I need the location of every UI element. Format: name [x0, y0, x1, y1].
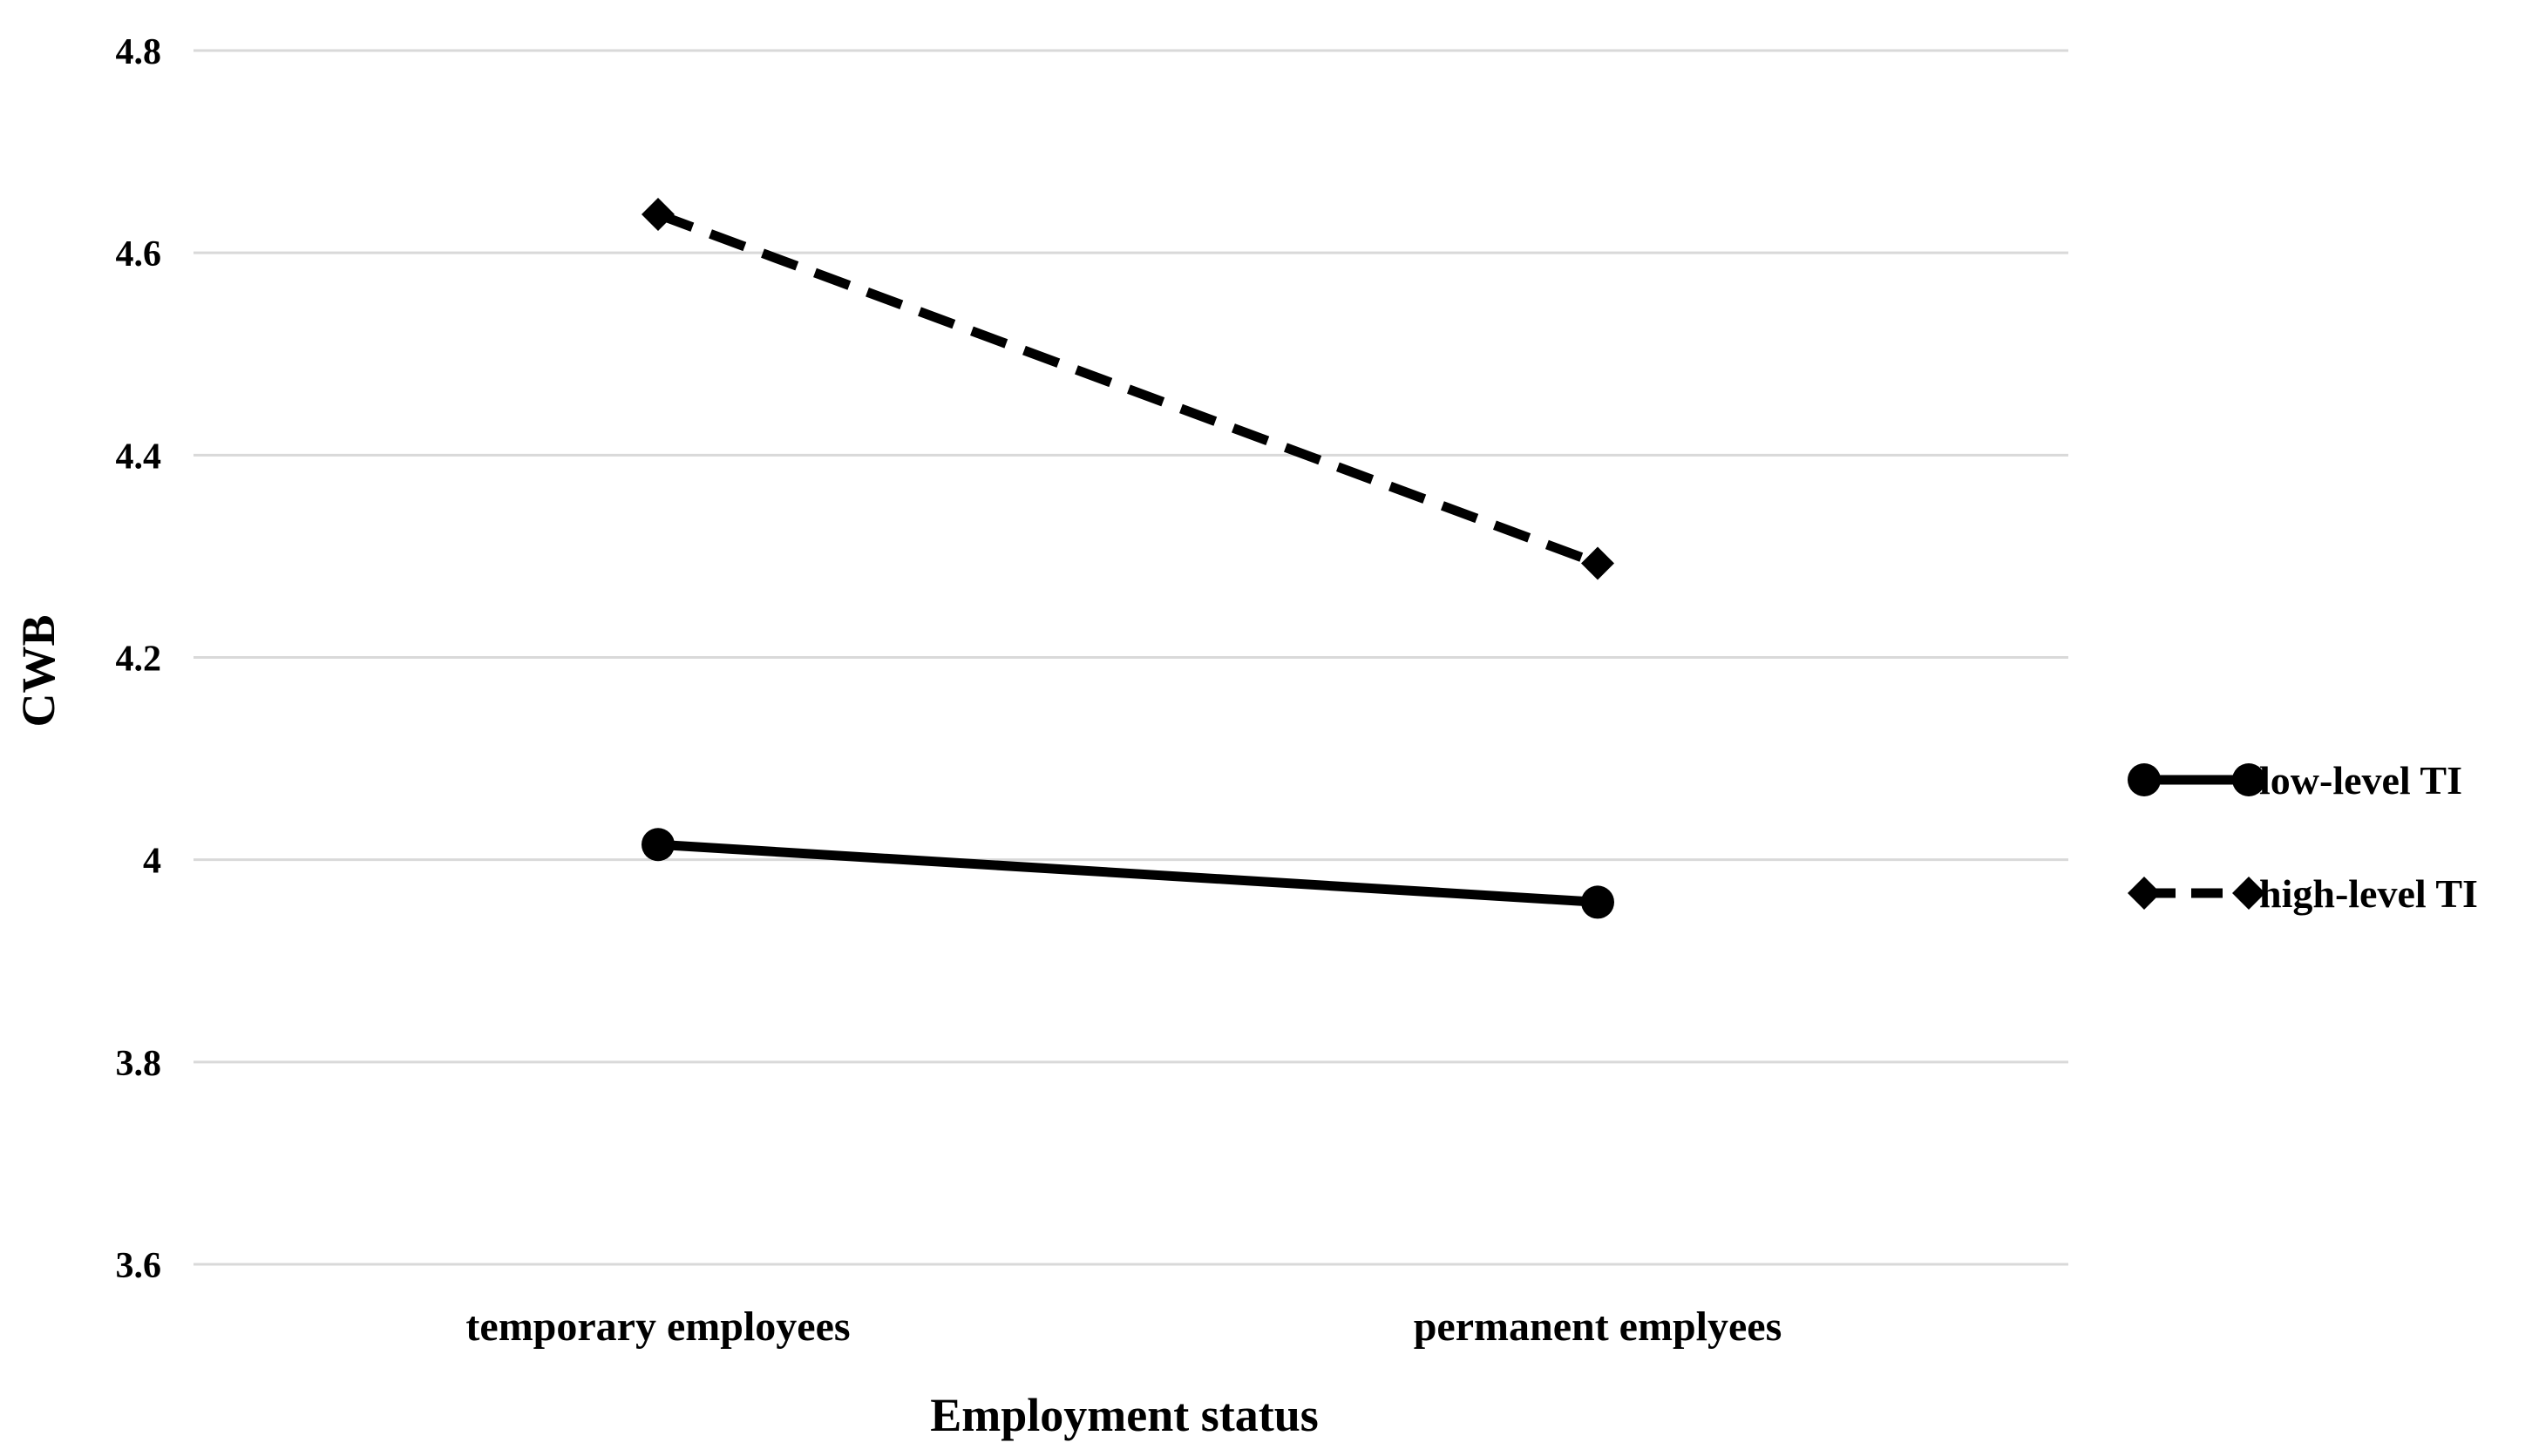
legend-label: low-level TI: [2259, 758, 2462, 802]
data-point-circle: [1581, 885, 1614, 919]
series-low-level-ti: [642, 828, 1614, 919]
data-point-circle: [642, 828, 675, 862]
series-high-level-ti: [642, 198, 1614, 580]
series-layer: [642, 198, 1614, 919]
data-point-diamond: [1581, 546, 1614, 580]
legend-item: high-level TI: [2128, 871, 2478, 916]
data-point-diamond: [642, 198, 675, 232]
x-tick-label: temporary employees: [465, 1304, 850, 1350]
y-tick-labels: 3.6 3.8 4 4.2 4.4 4.6 4.8: [116, 32, 162, 1286]
y-tick-label: 4.6: [116, 234, 162, 274]
data-point-diamond: [2128, 877, 2161, 910]
legend: low-level TI high-level TI: [2128, 758, 2478, 916]
series-line: [656, 209, 1599, 568]
x-tick-labels: temporary employees permanent emplyees: [465, 1304, 1782, 1350]
y-tick-label: 3.6: [116, 1246, 162, 1286]
y-tick-label: 4.4: [116, 437, 162, 477]
legend-label: high-level TI: [2259, 871, 2478, 916]
x-axis-title: Employment status: [930, 1389, 1319, 1441]
y-tick-label: 3.8: [116, 1044, 162, 1084]
data-point-circle: [2128, 763, 2161, 796]
y-axis-title: CWB: [12, 614, 64, 727]
data-point-circle: [2232, 763, 2265, 796]
gridlines: [193, 49, 2068, 1266]
legend-item: low-level TI: [2128, 758, 2462, 802]
y-tick-label: 4: [143, 842, 161, 882]
series-line: [657, 839, 1599, 907]
data-point-diamond: [2232, 877, 2265, 910]
x-tick-label: permanent emplyees: [1414, 1304, 1782, 1350]
y-tick-label: 4.2: [116, 640, 162, 680]
y-tick-label: 4.8: [116, 32, 162, 72]
